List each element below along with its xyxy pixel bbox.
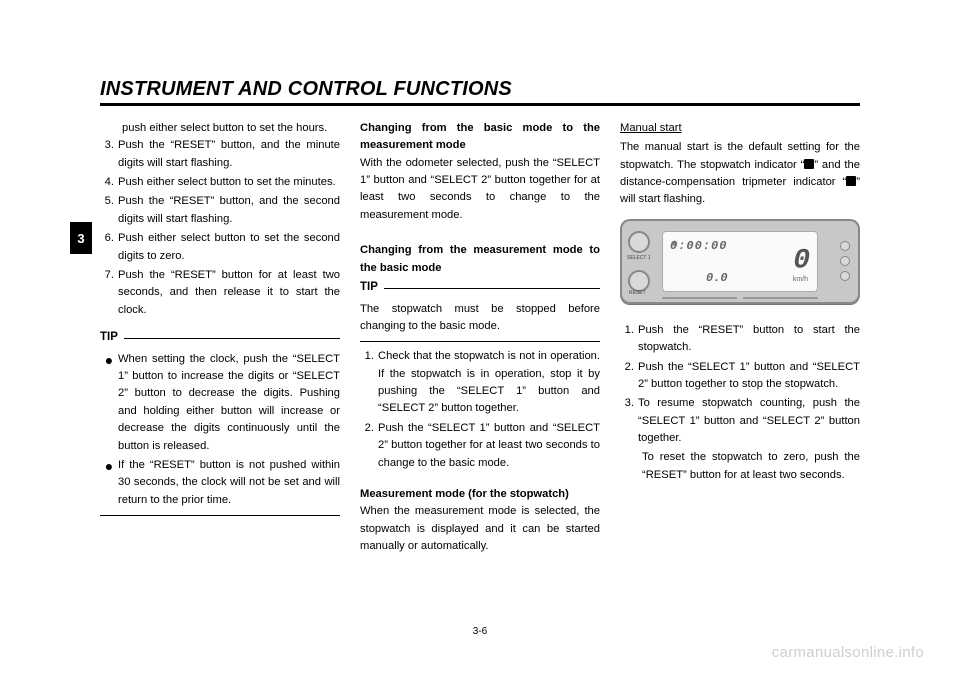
col2-heading-1: Changing from the basic mode to the meas… — [360, 120, 600, 155]
list-text: Push the “RESET” button for at least two… — [118, 267, 340, 319]
tip-rule-line-2 — [384, 288, 600, 289]
chapter-tab: 3 — [70, 222, 92, 254]
list-number: 5. — [100, 193, 118, 228]
tip-item: ●When setting the clock, push the “SELEC… — [100, 351, 340, 455]
columns: push either select button to set the hou… — [100, 120, 860, 555]
list-number: 2. — [620, 359, 638, 394]
page-content: INSTRUMENT AND CONTROL FUNCTIONS push ei… — [100, 78, 860, 555]
list-item: 2.Push the “SELECT 1” button and “SELECT… — [620, 359, 860, 394]
list-number: 1. — [620, 322, 638, 357]
watermark: carmanualsonline.info — [772, 644, 924, 661]
list-item: 2.Push the “SELECT 1” button and “SELECT… — [360, 420, 600, 472]
list-item: 4.Push either select button to set the m… — [100, 174, 340, 191]
list-text: Push either select button to set the sec… — [118, 230, 340, 265]
stopwatch-readout: 0:00:00 — [670, 237, 727, 256]
column-2: Changing from the basic mode to the meas… — [360, 120, 600, 555]
tip-end-rule — [100, 515, 340, 516]
list-number: 6. — [100, 230, 118, 265]
list-item: 7.Push the “RESET” button for at least t… — [100, 267, 340, 319]
panel-stripe — [662, 295, 818, 300]
tip-item: ●If the “RESET” button is not pushed wit… — [100, 457, 340, 509]
col2-tip-text: The stopwatch must be stopped before cha… — [360, 301, 600, 336]
col3-trailing: To reset the stopwatch to zero, push the… — [620, 449, 860, 484]
indicator-lights — [840, 241, 850, 281]
list-number: 3. — [100, 137, 118, 172]
list-item: 3.To resume stopwatch counting, push the… — [620, 395, 860, 447]
tripmeter-icon — [846, 176, 856, 186]
list-text: Push either select button to set the min… — [118, 174, 340, 191]
bullet-icon: ● — [100, 457, 118, 509]
indicator-dot — [840, 271, 850, 281]
indicator-dot — [840, 256, 850, 266]
tip-label-2: TIP — [360, 279, 378, 297]
list-number: 1. — [360, 348, 378, 417]
col2-heading-2: Changing from the measurement mode to th… — [360, 242, 600, 277]
col3-heading: Manual start — [620, 120, 682, 137]
list-text: To resume stopwatch counting, push the “… — [638, 395, 860, 447]
instrument-illustration: SELECT 1 RESET ☀ 0:00:00 0.0 0 km/h — [620, 219, 860, 304]
tip-text: If the “RESET” button is not pushed with… — [118, 457, 340, 509]
trip-readout: 0.0 — [706, 269, 728, 288]
stopwatch-icon — [804, 159, 814, 169]
select1-knob — [628, 231, 650, 253]
list-number: 2. — [360, 420, 378, 472]
list-item: 6.Push either select button to set the s… — [100, 230, 340, 265]
list-item: 3.Push the “RESET” button, and the minut… — [100, 137, 340, 172]
reset-knob — [628, 270, 650, 292]
col2-para-1: With the odometer selected, push the “SE… — [360, 155, 600, 224]
reset-label: RESET — [629, 290, 646, 298]
lcd-screen: ☀ 0:00:00 0.0 0 km/h — [662, 231, 818, 292]
list-number: 4. — [100, 174, 118, 191]
col3-para-1: The manual start is the default setting … — [620, 139, 860, 208]
speed-unit: km/h — [793, 275, 808, 286]
select1-label: SELECT 1 — [627, 255, 651, 263]
list-item: 5.Push the “RESET” button, and the secon… — [100, 193, 340, 228]
list-text: Check that the stopwatch is not in opera… — [378, 348, 600, 417]
column-1: push either select button to set the hou… — [100, 120, 340, 555]
tip-label: TIP — [100, 329, 118, 347]
page-number: 3-6 — [473, 626, 487, 637]
page-title: INSTRUMENT AND CONTROL FUNCTIONS — [100, 78, 512, 100]
tip-text: When setting the clock, push the “SELECT… — [118, 351, 340, 455]
col2-para-3: When the measurement mode is selected, t… — [360, 503, 600, 555]
bullet-icon: ● — [100, 351, 118, 455]
col2-heading-3: Measurement mode (for the stopwatch) — [360, 486, 600, 503]
list-text: Push the “RESET” button to start the sto… — [638, 322, 860, 357]
list-text: Push the “SELECT 1” button and “SELECT 2… — [378, 420, 600, 472]
tip-heading: TIP — [100, 329, 340, 347]
instrument-panel: SELECT 1 RESET ☀ 0:00:00 0.0 0 km/h — [620, 219, 860, 304]
title-block: INSTRUMENT AND CONTROL FUNCTIONS — [100, 78, 860, 106]
list-number: 7. — [100, 267, 118, 319]
column-3: Manual start The manual start is the def… — [620, 120, 860, 555]
list-item: 1.Check that the stopwatch is not in ope… — [360, 348, 600, 417]
list-text: Push the “RESET” button, and the second … — [118, 193, 340, 228]
list-text: Push the “RESET” button, and the minute … — [118, 137, 340, 172]
list-number: 3. — [620, 395, 638, 447]
tip-heading-2: TIP — [360, 279, 600, 297]
list-item: 1.Push the “RESET” button to start the s… — [620, 322, 860, 357]
lead-text: push either select button to set the hou… — [100, 120, 340, 137]
tip-rule-line — [124, 338, 340, 339]
list-text: Push the “SELECT 1” button and “SELECT 2… — [638, 359, 860, 394]
indicator-dot — [840, 241, 850, 251]
